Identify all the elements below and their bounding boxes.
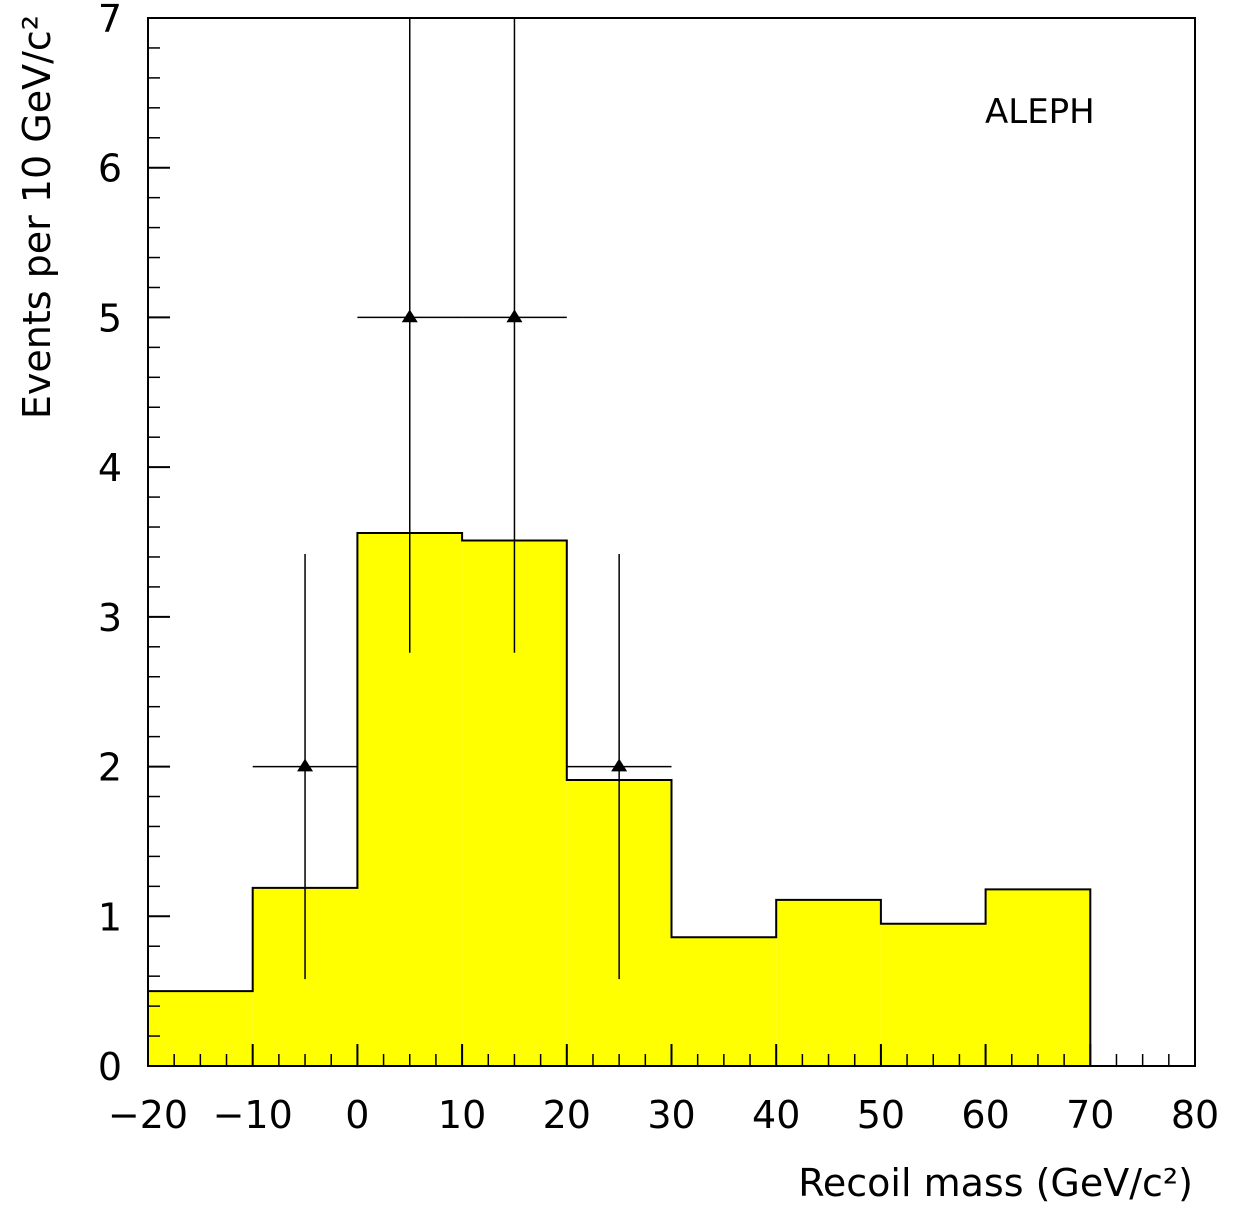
x-tick-label: 10 [438, 1093, 486, 1137]
x-axis-title: Recoil mass (GeV/c²) [798, 1161, 1193, 1205]
y-tick-label: 5 [98, 296, 122, 340]
y-axis-title: Events per 10 GeV/c² [15, 15, 59, 419]
x-tick-label: 60 [961, 1093, 1009, 1137]
histogram-bin [776, 899, 881, 1066]
triangle-marker [506, 309, 523, 323]
histogram-bin [880, 923, 986, 1066]
x-tick-label: 30 [647, 1093, 695, 1137]
data-point [566, 553, 672, 980]
data-point [252, 553, 358, 980]
y-tick-label: 1 [98, 895, 122, 939]
experiment-label: ALEPH [985, 92, 1095, 132]
histogram-bin [148, 991, 253, 1066]
y-tick-label: 4 [98, 446, 122, 490]
triangle-marker [297, 758, 314, 772]
histogram-bin [985, 889, 1091, 1066]
x-tick-label: 80 [1171, 1093, 1219, 1137]
y-tick-label: 7 [98, 0, 122, 41]
y-tick-label: 0 [98, 1045, 122, 1089]
y-tick-label: 2 [98, 746, 122, 790]
x-tick-label: −20 [108, 1093, 188, 1137]
y-tick-label: 6 [98, 147, 122, 191]
histogram-outline [148, 532, 1092, 1066]
data-points-layer [252, 18, 672, 980]
x-tick-label: 20 [543, 1093, 591, 1137]
x-tick-label: −10 [213, 1093, 293, 1137]
triangle-marker [401, 309, 418, 323]
triangle-marker [611, 758, 628, 772]
y-axis-ticks: 0 1 2 3 4 5 6 7 [98, 0, 170, 1089]
x-tick-label: 50 [857, 1093, 905, 1137]
x-tick-label: 0 [345, 1093, 369, 1137]
data-point [357, 18, 463, 653]
x-axis-ticks: −20 −10 0 10 20 30 40 50 60 70 80 [108, 1044, 1219, 1137]
y-tick-label: 3 [98, 596, 122, 640]
x-tick-label: 70 [1066, 1093, 1114, 1137]
data-point [462, 18, 567, 653]
histogram-bin [671, 937, 777, 1066]
x-tick-label: 40 [752, 1093, 800, 1137]
minor-ticks [148, 47, 1170, 1066]
